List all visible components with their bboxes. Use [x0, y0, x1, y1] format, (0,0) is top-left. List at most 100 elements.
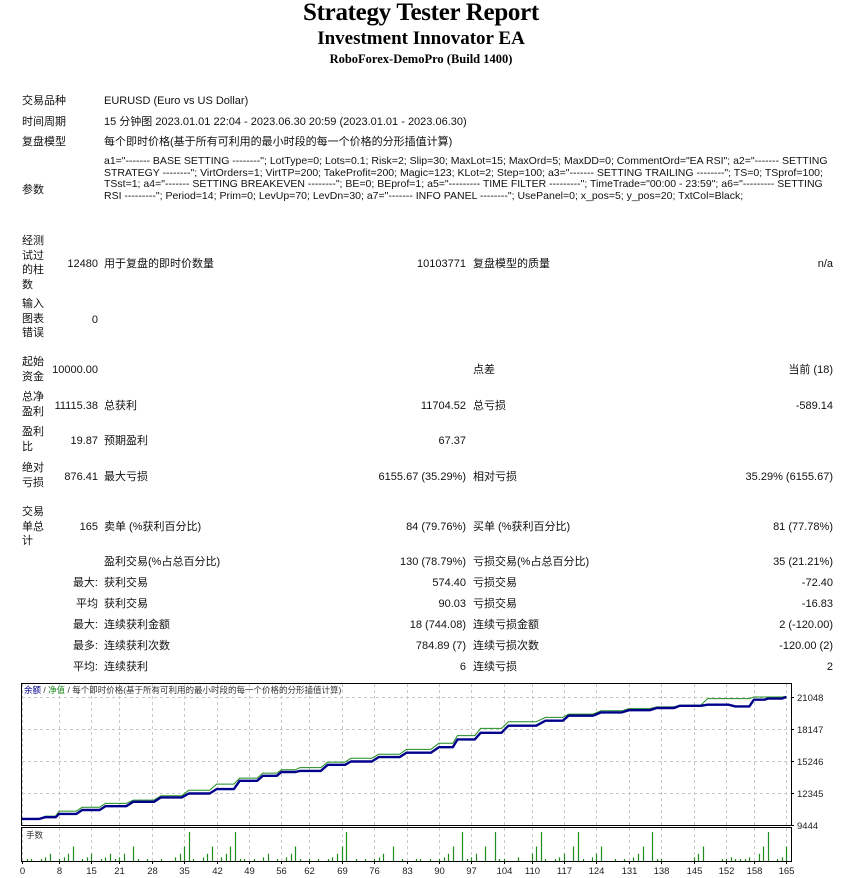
legend-separator: / — [65, 685, 72, 695]
balance-equity-chart: 9444 12345 15246 18147 21048 0 8 15 21 28 35 42 49 5… — [0, 680, 842, 878]
largest-profit-value: 574.40 — [432, 577, 466, 589]
rel-drawdown-label: 相对亏损 — [473, 471, 517, 483]
svg-text:21048: 21048 — [797, 693, 823, 704]
svg-text:18147: 18147 — [797, 725, 823, 736]
svg-text:165: 165 — [779, 866, 795, 877]
main-grid — [22, 684, 791, 825]
long-trades-label: 买单 (%获利百分比) — [473, 521, 571, 533]
net-profit-value: 11115.38 — [54, 400, 98, 412]
expected-payoff-label: 预期盈利 — [104, 435, 148, 447]
largest-loss-label: 亏损交易 — [473, 577, 517, 589]
avg-cons-wins-label: 连续获利 — [104, 661, 148, 673]
avg-prefix: 平均: — [72, 661, 98, 673]
y-axis-labels: 9444 12345 15246 18147 21048 — [791, 693, 823, 832]
svg-text:117: 117 — [557, 866, 572, 877]
symbol-value: EURUSD (Euro vs US Dollar) — [104, 95, 249, 107]
most-cons-loss-value: -120.00 (2) — [779, 640, 833, 652]
svg-text:104: 104 — [497, 866, 513, 877]
svg-text:42: 42 — [212, 866, 223, 877]
params-label: 参数 — [22, 184, 44, 196]
deposit-value: 10000.00 — [52, 364, 98, 376]
rel-drawdown-value: 35.29% (6155.67) — [745, 471, 833, 483]
equity-line — [22, 695, 787, 820]
max-cons-losses-value: 2 (-120.00) — [779, 619, 833, 631]
max-cons-losses-label: 连续亏损金额 — [473, 619, 539, 631]
ticks-label: 用于复盘的即时价数量 — [104, 258, 214, 270]
params-value: a1="------- BASE SETTING --------"; LotT… — [104, 155, 828, 202]
svg-text:0: 0 — [20, 866, 25, 877]
svg-text:35: 35 — [179, 866, 190, 877]
max-prefix: 最大: — [72, 619, 98, 631]
x-axis-labels: 0 8 15 21 28 35 42 49 56 62 69 76 83 90 97 104 110 117 124… — [20, 861, 795, 877]
spread-value: 当前 (18) — [788, 364, 833, 376]
largest-prefix: 最大: — [72, 577, 98, 589]
svg-text:9444: 9444 — [797, 821, 818, 832]
svg-text:97: 97 — [466, 866, 477, 877]
profit-trades-value: 130 (78.79%) — [399, 556, 466, 568]
loss-trades-label: 亏损交易(%占总百分比) — [473, 556, 590, 568]
svg-text:90: 90 — [434, 866, 445, 877]
svg-text:15246: 15246 — [797, 757, 823, 768]
short-trades-value: 84 (79.76%) — [406, 521, 466, 533]
model-label: 复盘模型 — [22, 136, 66, 148]
drawdown-row: 绝对亏损 876.41 最大亏损 6155.67 (35.29%) 相对亏损 3… — [0, 461, 842, 491]
average-prefix: 平均 — [76, 598, 98, 610]
main-chart-frame — [21, 683, 792, 826]
svg-text:83: 83 — [402, 866, 413, 877]
avg-cons-losses-value: 2 — [826, 661, 833, 673]
gross-profit-label: 总获利 — [104, 400, 137, 412]
period-value: 15 分钟图 2023.01.01 22:04 - 2023.06.30 20:… — [104, 116, 467, 128]
svg-text:138: 138 — [654, 866, 670, 877]
largest-profit-label: 获利交易 — [104, 577, 148, 589]
short-trades-label: 卖单 (%获利百分比) — [104, 521, 202, 533]
lots-chart-frame — [21, 827, 792, 862]
svg-text:62: 62 — [304, 866, 315, 877]
lots-label: 手数 — [26, 830, 44, 840]
quality-value: n/a — [817, 258, 833, 270]
svg-text:131: 131 — [622, 866, 638, 877]
server-build: RoboForex-DemoPro (Build 1400) — [329, 52, 513, 66]
max-drawdown-value: 6155.67 (35.29%) — [378, 471, 466, 483]
profit-factor-label: 盈利比 — [22, 426, 44, 453]
avg-loss-value: -16.83 — [801, 598, 833, 610]
balance-line — [22, 695, 787, 821]
errors-value: 0 — [91, 314, 98, 326]
gross-loss-label: 总亏损 — [473, 400, 506, 412]
gross-loss-value: -589.14 — [795, 400, 833, 412]
legend-balance: 余额 — [24, 685, 42, 695]
net-profit-row: 总净盈利 11115.38 总获利 11704.52 总亏损 -589.14 — [0, 390, 842, 420]
profit-factor-value: 19.87 — [70, 435, 98, 447]
total-trades-value: 165 — [79, 521, 98, 533]
spread-label: 点差 — [473, 364, 495, 376]
bars-row: 经测试过的柱数 12480 用于复盘的即时价数量 10103771 复盘模型的质… — [0, 234, 842, 294]
max-cons-wins-value: 18 (744.08) — [409, 619, 466, 631]
total-trades-label: 交易单总计 — [22, 506, 44, 547]
errors-label: 输入图表错误 — [22, 298, 44, 339]
legend-model: 每个即时价格(基于所有可利用的最小时段的每一个价格的分形插值计算) — [72, 685, 341, 695]
legend-separator: / — [41, 685, 48, 695]
most-cons-profit-label: 连续获利次数 — [104, 640, 170, 652]
svg-text:28: 28 — [147, 866, 158, 877]
legend-equity: 净值 — [48, 685, 66, 695]
ea-name: Investment Innovator EA — [317, 28, 525, 49]
svg-text:49: 49 — [244, 866, 255, 877]
deposit-row: 起始资金 10000.00 点差 当前 (18) — [0, 355, 842, 385]
svg-text:21: 21 — [114, 866, 125, 877]
long-trades-value: 81 (77.78%) — [773, 521, 833, 533]
abs-drawdown-label: 绝对亏损 — [22, 462, 44, 489]
symbol-label: 交易品种 — [22, 95, 66, 107]
avg-cons-wins-value: 6 — [459, 661, 466, 673]
period-label: 时间周期 — [22, 116, 66, 128]
quality-label: 复盘模型的质量 — [473, 258, 550, 270]
svg-text:56: 56 — [276, 866, 287, 877]
lots-bars — [26, 832, 788, 861]
max-drawdown-label: 最大亏损 — [104, 471, 148, 483]
svg-text:158: 158 — [747, 866, 763, 877]
gross-profit-value: 11704.52 — [420, 400, 466, 412]
ticks-value: 10103771 — [417, 258, 466, 270]
svg-text:110: 110 — [525, 866, 540, 877]
bars-label: 经测试过的柱数 — [22, 235, 44, 291]
bars-value: 12480 — [67, 258, 98, 270]
svg-text:124: 124 — [589, 866, 605, 877]
loss-trades-value: 35 (21.21%) — [773, 556, 833, 568]
